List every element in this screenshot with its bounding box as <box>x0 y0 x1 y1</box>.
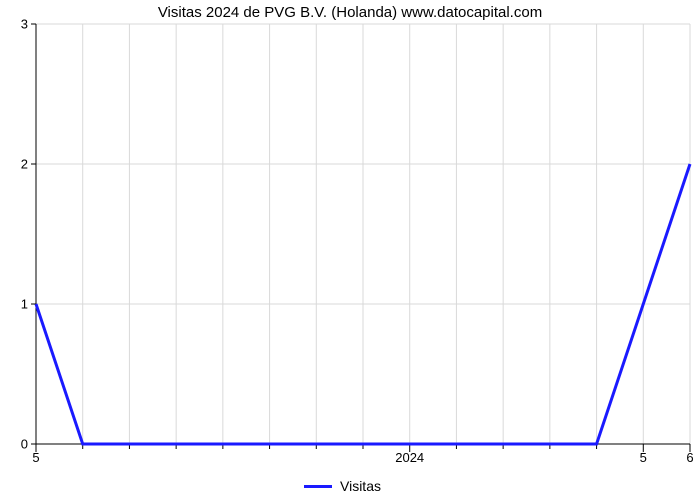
x-tick-label: 5 <box>640 450 647 465</box>
chart-container: { "chart": { "type": "line", "title": "V… <box>0 0 700 500</box>
chart-title: Visitas 2024 de PVG B.V. (Holanda) www.d… <box>0 4 700 21</box>
x-tick-label: 6 <box>686 450 693 465</box>
y-tick-label: 3 <box>21 17 28 32</box>
x-tick-label: 5 <box>32 450 39 465</box>
legend: Visitas <box>304 478 381 494</box>
legend-swatch <box>304 485 332 488</box>
y-tick-label: 1 <box>21 297 28 312</box>
legend-label: Visitas <box>340 478 381 494</box>
y-tick-label: 0 <box>21 437 28 452</box>
y-tick-label: 2 <box>21 157 28 172</box>
plot-svg <box>36 24 690 444</box>
x-tick-label: 2024 <box>395 450 424 465</box>
plot-area: 52024560123 <box>36 24 690 444</box>
